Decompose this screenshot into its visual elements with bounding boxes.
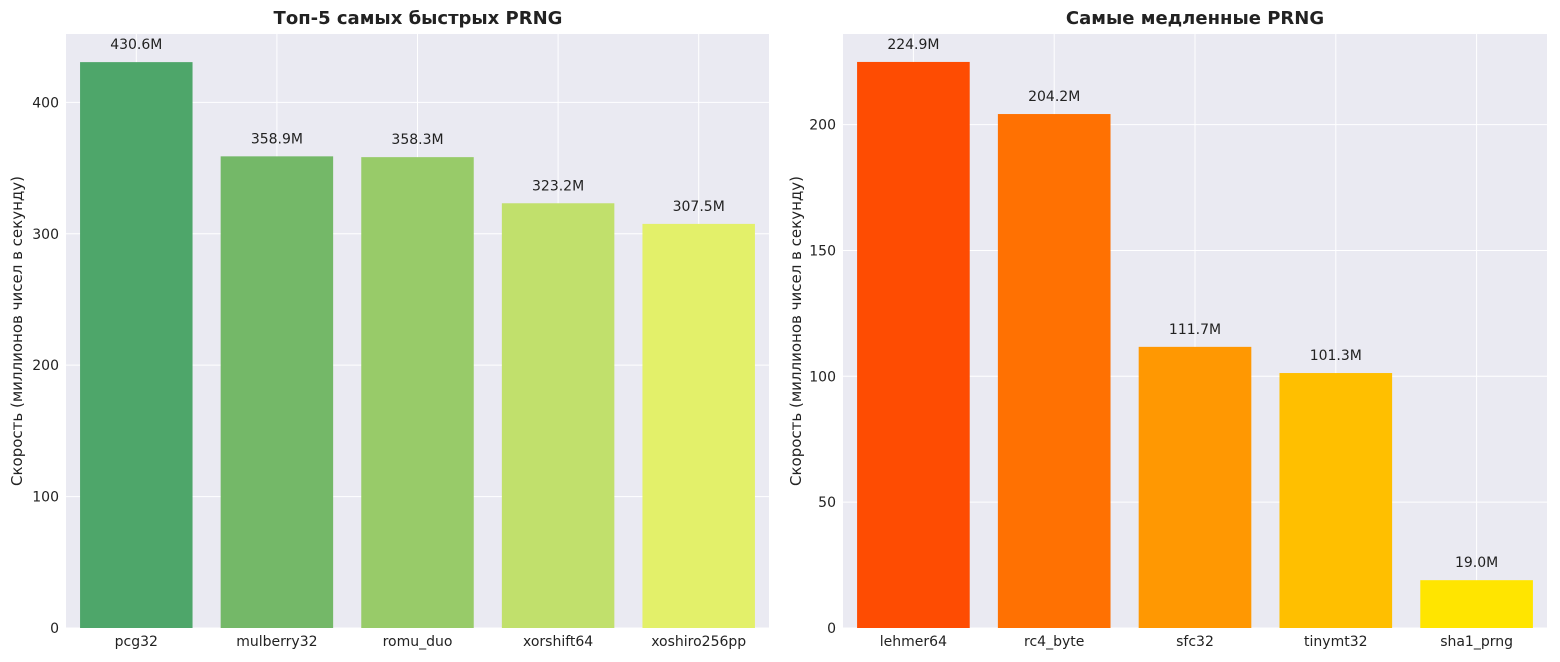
chart-1-bar-pcg32	[80, 62, 193, 629]
chart-1-data-label: 323.2M	[532, 178, 584, 194]
chart-1-y-tick-label: 400	[32, 95, 59, 111]
chart-1-bar-romu_duo	[361, 157, 474, 628]
chart-1-y-tick-label: 0	[50, 621, 59, 637]
chart-1-data-label: 430.6M	[110, 37, 162, 53]
chart-1-x-tick-label: xorshift64	[523, 634, 593, 650]
chart-1-bar-xoshiro256pp	[642, 223, 755, 629]
chart-2-y-tick-label: 150	[809, 243, 836, 259]
chart-2-data-label: 224.9M	[887, 37, 939, 53]
chart-2-bar-sha1_prng	[1420, 580, 1533, 628]
chart-1-x-tick-label: romu_duo	[383, 634, 453, 650]
chart-1-x-tick-label: xoshiro256pp	[651, 634, 746, 650]
chart-2-bar-rc4_byte	[997, 114, 1111, 628]
chart-1-data-label: 307.5M	[673, 199, 725, 215]
chart-2-bar-tinymt32	[1279, 373, 1393, 628]
chart-1-bar-mulberry32	[220, 156, 334, 628]
chart-2-y-tick-label: 0	[827, 621, 836, 637]
chart-2-bar-sfc32	[1138, 346, 1252, 628]
chart-2-data-label: 19.0M	[1455, 555, 1498, 571]
chart-1-title: Топ-5 самых быстрых PRNG	[274, 8, 563, 29]
chart-2-data-label: 204.2M	[1028, 89, 1080, 105]
chart-1-y-axis-label: Скорость (миллионов чисел в секунду)	[8, 176, 26, 486]
chart-2-x-tick-label: rc4_byte	[1024, 634, 1084, 650]
chart-1-y-tick-label: 100	[32, 490, 59, 506]
chart-1-x-tick-label: pcg32	[115, 634, 158, 650]
chart-2-x-tick-label: sha1_prng	[1440, 634, 1513, 650]
chart-1-data-label: 358.9M	[251, 131, 303, 147]
chart-2-x-tick-label: lehmer64	[880, 634, 947, 650]
chart-2-title: Самые медленные PRNG	[1066, 8, 1324, 29]
chart-2-y-tick-label: 50	[818, 495, 836, 511]
chart-2-x-tick-label: tinymt32	[1304, 634, 1367, 650]
chart-2-y-tick-label: 200	[809, 118, 836, 134]
chart-1-data-label: 358.3M	[391, 132, 443, 148]
chart-2-bar-lehmer64	[857, 61, 970, 629]
chart-2-data-label: 101.3M	[1310, 348, 1362, 364]
chart-1-y-tick-label: 200	[32, 358, 59, 374]
chart-2-data-label: 111.7M	[1169, 322, 1221, 338]
chart-1-bar-xorshift64	[501, 203, 615, 628]
chart-1-y-tick-label: 300	[32, 227, 59, 243]
chart-2-y-tick-label: 100	[809, 369, 836, 385]
chart-2-x-tick-label: sfc32	[1176, 634, 1214, 650]
chart-1-x-tick-label: mulberry32	[236, 634, 317, 650]
chart-2-y-axis-label: Скорость (миллионов чисел в секунду)	[787, 176, 805, 486]
